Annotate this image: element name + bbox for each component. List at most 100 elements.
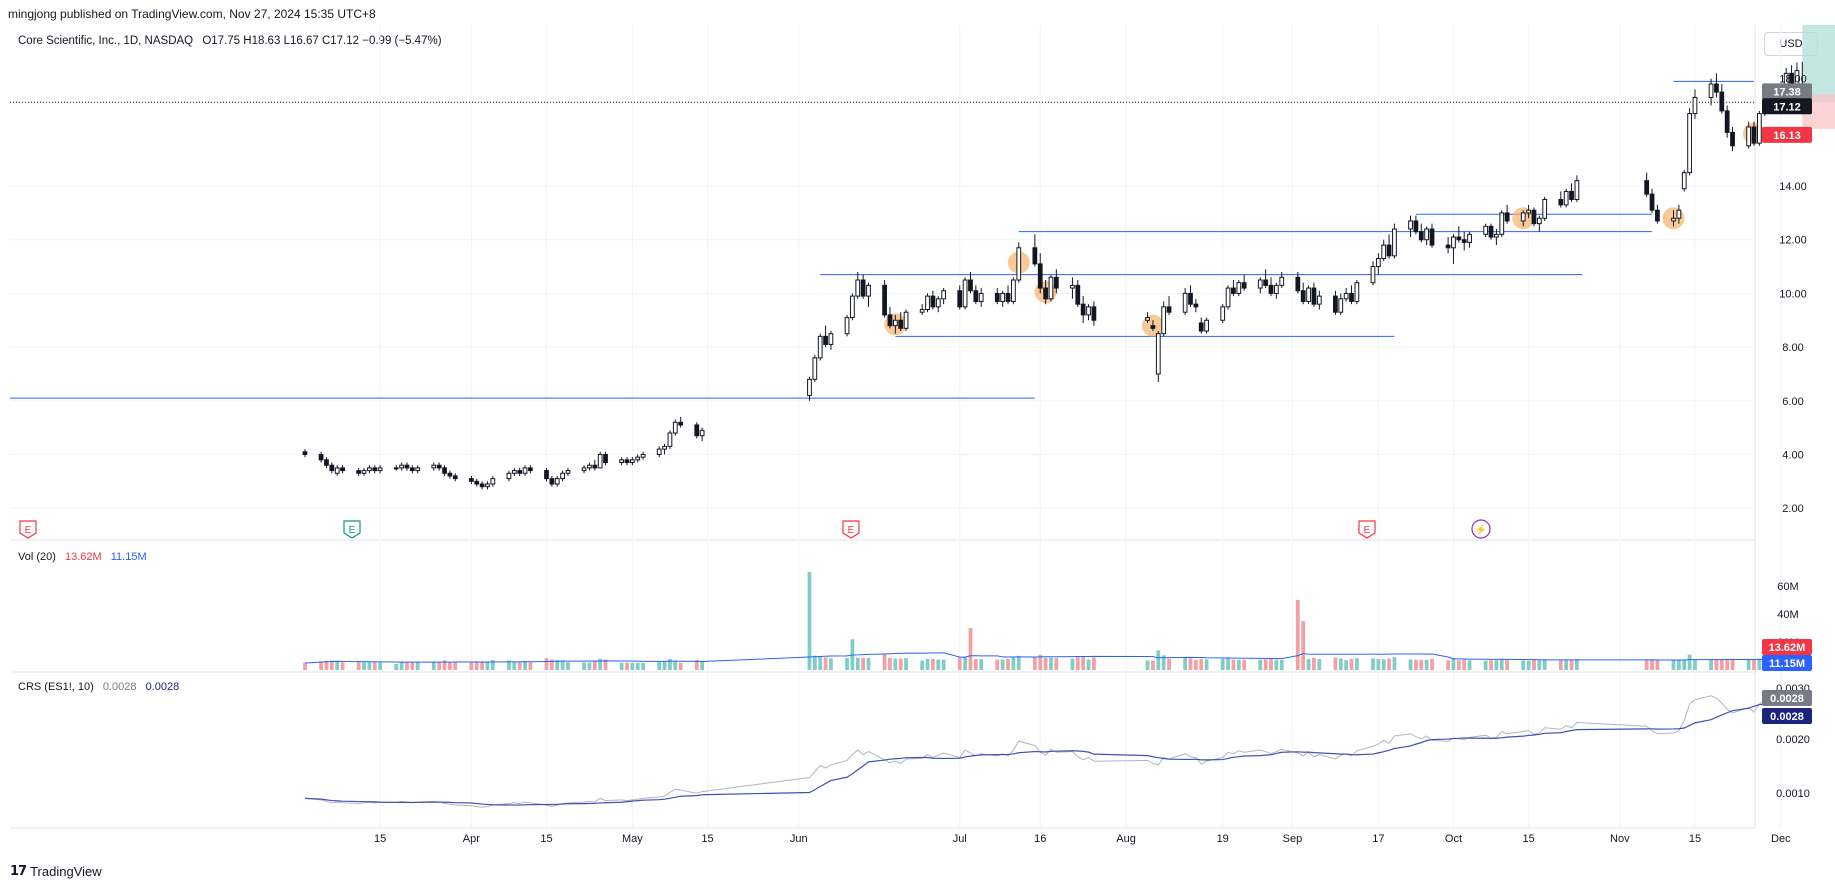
volume-legend[interactable]: Vol (20) 13.62M 11.15M <box>18 551 153 563</box>
crs-legend-ma: 0.0028 <box>145 681 180 693</box>
publisher-line: mingjong published on TradingView.com, N… <box>8 7 376 21</box>
volume-bar <box>1730 659 1735 670</box>
candle-up <box>361 470 367 474</box>
candle-up <box>431 464 437 469</box>
volume-bar <box>812 655 817 670</box>
time-axis-label: 17 <box>1372 833 1384 845</box>
candle-down <box>356 470 362 474</box>
crs-tag-value: 0.0028 <box>1770 693 1804 705</box>
volume-bar <box>1054 658 1059 670</box>
earnings-marker[interactable]: E <box>842 520 860 539</box>
candle-up <box>1225 287 1231 308</box>
candle-up <box>1574 180 1580 200</box>
volume-bar <box>399 662 404 670</box>
candle-down <box>1714 83 1719 93</box>
volume-bar <box>362 662 366 670</box>
volume-bar <box>1392 657 1397 670</box>
crs-legend[interactable]: CRS (ES1!, 10) 0.0028 0.0028 <box>18 681 185 693</box>
candle-down <box>517 470 523 474</box>
lightning-icon <box>1471 519 1491 539</box>
time-axis-label: Jun <box>790 833 808 845</box>
volume-bar <box>415 662 420 670</box>
volume-bar <box>936 659 941 670</box>
time-axis-label: 15 <box>1689 833 1701 845</box>
candle-up <box>1708 83 1714 98</box>
candle-up <box>415 467 421 472</box>
candle-up <box>828 333 834 345</box>
volume-bar <box>372 662 377 670</box>
candle-down <box>1268 284 1274 294</box>
candle-down <box>1724 110 1730 133</box>
volume-bar <box>1199 659 1204 670</box>
volume-bar <box>335 660 340 670</box>
price-tag-last-bg <box>1762 98 1812 115</box>
candle-down <box>1166 306 1172 313</box>
time-axis-label: 15 <box>540 833 552 845</box>
earnings-marker[interactable]: E <box>1358 520 1376 539</box>
volume-bar <box>448 661 452 670</box>
candle-down <box>1418 231 1424 241</box>
candle-up <box>377 467 383 472</box>
candle-up <box>597 453 603 469</box>
candle-up <box>1343 292 1349 300</box>
volume-bar <box>1145 660 1150 670</box>
candle-down <box>1730 131 1735 147</box>
time-axis-label: May <box>622 833 643 845</box>
earnings-icon <box>343 520 361 539</box>
volume-tag-value-bg <box>1762 639 1812 655</box>
price-axis-label-partial: 18.00 <box>1779 74 1807 86</box>
candle-down <box>973 290 979 302</box>
event-marker[interactable]: ⚡ <box>1471 519 1491 539</box>
volume-bar <box>893 658 898 670</box>
candle-up <box>892 319 898 327</box>
candle-up <box>1375 258 1381 268</box>
volume-bar <box>1526 660 1531 670</box>
candle-up <box>1338 298 1344 313</box>
candle-down <box>823 335 828 345</box>
volume-bar <box>1671 660 1676 670</box>
volume-bar <box>662 661 667 670</box>
volume-bar <box>1494 660 1499 670</box>
candle-up <box>1563 190 1569 206</box>
volume-bar <box>1644 659 1649 670</box>
volume-bar <box>1746 659 1751 670</box>
candle-up <box>1692 96 1698 115</box>
candle-down <box>887 314 893 327</box>
candle-down <box>340 467 345 472</box>
volume-bar <box>1709 659 1713 670</box>
candle-up <box>978 292 984 302</box>
earnings-marker[interactable]: E <box>343 520 361 539</box>
tradingview-logo[interactable]: 17 TradingView <box>10 864 102 879</box>
candle-down <box>1649 193 1655 211</box>
symbol-name[interactable]: Core Scientific, Inc., 1D, NASDAQ <box>18 35 194 47</box>
volume-bar <box>1000 659 1005 670</box>
candle-up <box>393 467 399 470</box>
volume-bar <box>1049 657 1053 670</box>
volume-bar <box>1532 659 1536 670</box>
volume-bar <box>823 657 828 670</box>
candle-down <box>452 475 458 480</box>
candle-down <box>318 453 324 461</box>
candle-up <box>1155 333 1161 375</box>
volume-bar <box>490 659 495 670</box>
volume-bar <box>1462 659 1467 670</box>
volume-bar <box>592 660 597 670</box>
volume-bar <box>635 662 640 670</box>
volume-bar <box>1752 659 1756 670</box>
volume-bar <box>1719 659 1724 670</box>
volume-bar <box>1231 659 1236 670</box>
volume-bar <box>1226 658 1230 670</box>
candle-up <box>699 429 705 437</box>
earnings-marker[interactable]: E <box>19 520 37 539</box>
candle-down <box>930 295 936 308</box>
volume-bar <box>1312 657 1316 670</box>
time-axis-label: 16 <box>1034 833 1046 845</box>
volume-bar <box>1258 659 1263 670</box>
candle-down <box>1445 244 1451 249</box>
volume-bar <box>1269 659 1273 670</box>
volume-bar <box>453 661 458 670</box>
price-tag-stop: 16.13 <box>1773 130 1801 142</box>
candle-up <box>662 445 667 450</box>
candle-up <box>919 309 925 313</box>
